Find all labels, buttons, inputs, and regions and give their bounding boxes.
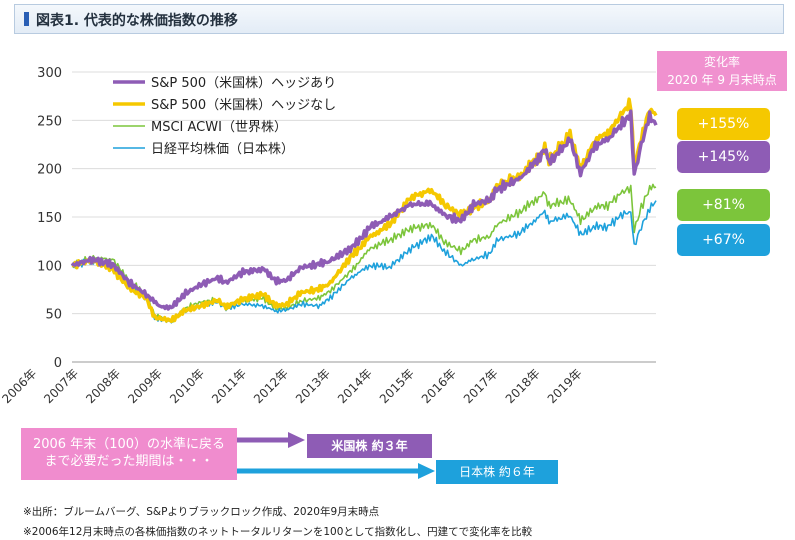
change-rate-nikkei: +67% (677, 224, 770, 256)
x-tick-label: 2009年 (125, 366, 165, 406)
jp-recovery-label: 日本株 約６年 (436, 460, 558, 484)
y-tick-label: 100 (37, 259, 62, 274)
chart-header: 図表1. 代表的な株価指数の推移 (14, 4, 784, 34)
y-tick-label: 250 (37, 114, 62, 129)
x-tick-label: 2012年 (251, 366, 291, 406)
x-tick-label: 2008年 (83, 366, 123, 406)
legend-label: MSCI ACWI（世界株） (151, 120, 287, 135)
change-rate-sp500-unhedged: +155% (677, 108, 770, 140)
chart-title: 図表1. 代表的な株価指数の推移 (36, 13, 238, 29)
series-line (71, 97, 658, 324)
y-tick-label: 50 (45, 308, 62, 323)
x-tick-label: 2018年 (503, 366, 543, 406)
x-tick-label: 2006年 (0, 366, 39, 406)
y-tick-label: 200 (37, 163, 62, 178)
x-tick-label: 2014年 (335, 366, 375, 406)
us-recovery-arrowhead (288, 432, 305, 448)
x-tick-label: 2007年 (41, 366, 81, 406)
x-tick-label: 2010年 (167, 366, 207, 406)
recovery-note-line2: まで必要だった期間は・・・ (44, 454, 214, 469)
us-recovery-label: 米国株 約３年 (307, 434, 432, 458)
series-line (70, 109, 658, 311)
recovery-note-line1: 2006 年末（100）の水準に戻る (32, 437, 226, 452)
y-tick-label: 0 (54, 356, 62, 371)
legend-label: 日経平均株価（日本株） (151, 142, 294, 157)
x-tick-label: 2019年 (545, 366, 585, 406)
change-rate-date: 2020 年 9 月末時点 (667, 73, 777, 87)
change-rate-header: 変化率 2020 年 9 月末時点 (657, 51, 787, 91)
x-tick-label: 2013年 (293, 366, 333, 406)
footnote-source: ※出所：ブルームバーグ、S&Pよりブラックロック作成、2020年9月末時点 (23, 506, 380, 518)
legend-label: S&P 500（米国株）ヘッジあり (151, 76, 336, 91)
recovery-note: 2006 年末（100）の水準に戻る まで必要だった期間は・・・ (21, 428, 237, 480)
series-line (71, 183, 657, 323)
jp-recovery-arrowhead (418, 463, 435, 479)
change-rate-title: 変化率 (703, 55, 740, 69)
x-tick-label: 2017年 (461, 366, 501, 406)
y-tick-label: 300 (37, 66, 62, 81)
y-tick-label: 150 (37, 211, 62, 226)
change-rate-msci-acwi: +81% (677, 189, 770, 221)
header-accent-bar (24, 12, 29, 26)
x-tick-label: 2015年 (377, 366, 417, 406)
footnote-method: ※2006年12月末時点の各株価指数のネットトータルリターンを100として指数化… (23, 526, 533, 538)
legend-label: S&P 500（米国株）ヘッジなし (151, 98, 336, 113)
change-rate-sp500-hedged: +145% (677, 141, 770, 173)
x-tick-label: 2011年 (209, 366, 249, 406)
x-tick-label: 2016年 (419, 366, 459, 406)
